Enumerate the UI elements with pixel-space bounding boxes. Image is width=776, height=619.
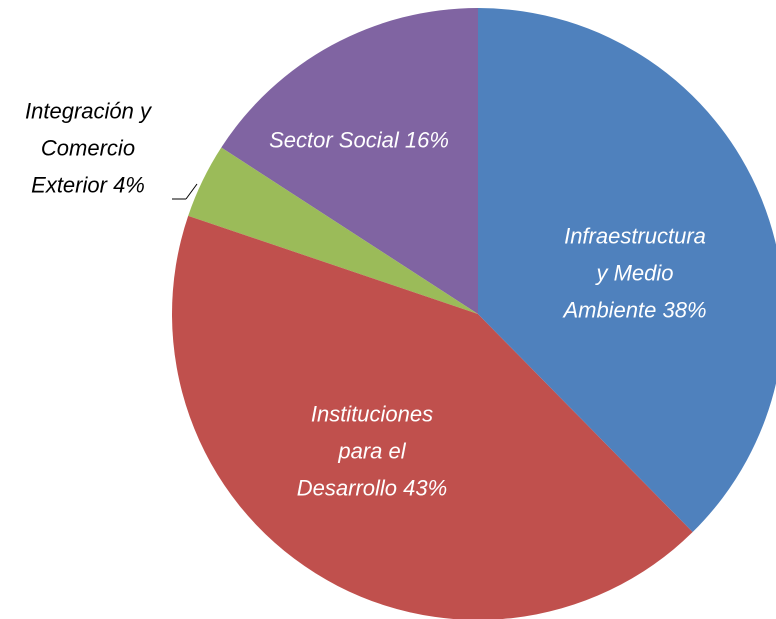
category-label: Infraestructura y Medio Ambiente xyxy=(563,223,706,323)
slice-label: Instituciones para el Desarrollo 43% xyxy=(252,396,492,507)
pie-slice xyxy=(188,147,478,314)
pie-slice xyxy=(221,8,478,314)
slice-label: Integración y Comercio Exterior 4% xyxy=(0,93,208,204)
pie-slice xyxy=(172,215,693,619)
leader-line xyxy=(185,183,198,200)
value-label: 38% xyxy=(662,297,707,323)
slice-label: Sector Social 16% xyxy=(259,122,459,159)
slice-label: Infraestructura y Medio Ambiente 38% xyxy=(515,218,755,329)
value-label: 16% xyxy=(404,127,449,153)
value-label: 43% xyxy=(403,475,448,501)
category-label: Integración y Comercio Exterior xyxy=(25,98,151,198)
category-label: Sector Social xyxy=(269,127,399,153)
category-label: Instituciones para el Desarrollo xyxy=(296,401,434,501)
pie-slice xyxy=(478,8,776,533)
value-label: 4% xyxy=(113,172,145,198)
